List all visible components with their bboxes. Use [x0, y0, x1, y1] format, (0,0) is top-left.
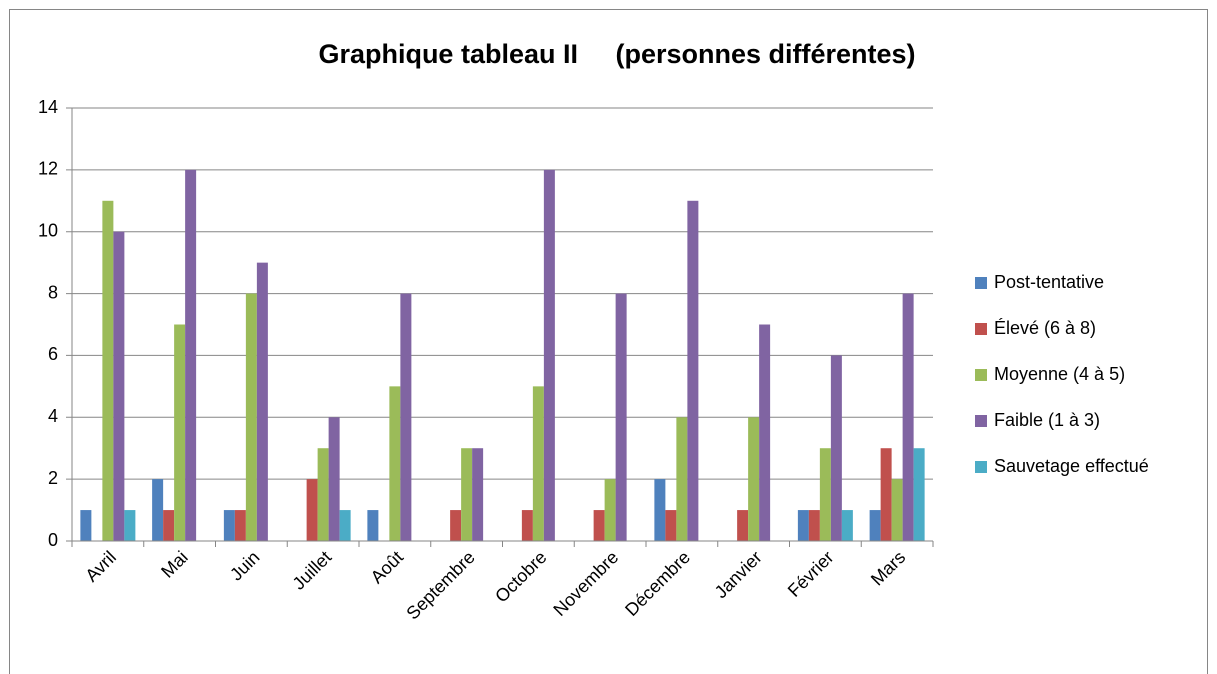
- bar: [339, 510, 351, 541]
- bar: [654, 479, 666, 541]
- legend-swatch: [975, 323, 987, 335]
- y-tick-label: 14: [38, 97, 58, 117]
- y-tick-label: 8: [48, 282, 58, 302]
- legend-label: Post-tentative: [994, 272, 1104, 292]
- y-tick-label: 0: [48, 530, 58, 550]
- legend-swatch: [975, 277, 987, 289]
- bar: [185, 169, 197, 541]
- bar: [604, 479, 616, 541]
- bar: [450, 510, 462, 541]
- y-tick-label: 2: [48, 468, 58, 488]
- y-tick-label: 6: [48, 344, 58, 364]
- legend-label: Sauvetage effectué: [994, 456, 1149, 476]
- bar: [521, 510, 533, 541]
- bar: [615, 293, 627, 541]
- bar: [819, 448, 831, 541]
- legend-label: Moyenne (4 à 5): [994, 364, 1125, 384]
- bar: [174, 324, 186, 541]
- y-tick-label: 12: [38, 159, 58, 179]
- bar: [841, 510, 853, 541]
- bar: [163, 510, 175, 541]
- bar: [687, 200, 699, 542]
- chart-title: Graphique tableau II (personnes différen…: [318, 39, 915, 69]
- bar: [665, 510, 677, 541]
- bar: [461, 448, 473, 541]
- legend-swatch: [975, 369, 987, 381]
- y-tick-label: 10: [38, 220, 58, 240]
- bar: [367, 510, 379, 541]
- bar: [676, 417, 688, 541]
- bar: [880, 448, 892, 541]
- legend-swatch: [975, 461, 987, 473]
- bar: [532, 386, 544, 541]
- bar: [759, 324, 771, 541]
- bar: [808, 510, 820, 541]
- chart-frame: [9, 9, 1208, 674]
- bar: [102, 200, 114, 542]
- bar: [891, 479, 903, 541]
- legend-label: Faible (1 à 3): [994, 410, 1100, 430]
- bar: [748, 417, 760, 541]
- bar: [593, 510, 605, 541]
- bar: [245, 293, 257, 541]
- bar: [152, 479, 164, 541]
- bar: [472, 448, 484, 541]
- bar: [113, 231, 125, 541]
- bar: [913, 448, 925, 541]
- bar: [223, 510, 235, 541]
- bar: [389, 386, 401, 541]
- legend-label: Élevé (6 à 8): [994, 318, 1096, 338]
- y-tick-label: 4: [48, 406, 58, 426]
- bar: [80, 510, 92, 541]
- legend-swatch: [975, 415, 987, 427]
- bar: [830, 355, 842, 541]
- bar: [543, 169, 555, 541]
- bar: [400, 293, 412, 541]
- bar: [869, 510, 881, 541]
- bar: [902, 293, 914, 541]
- bar: [234, 510, 246, 541]
- bar: [317, 448, 329, 541]
- bar: [124, 510, 136, 541]
- bar: [797, 510, 809, 541]
- bar: [328, 417, 340, 541]
- bar: [737, 510, 749, 541]
- bar: [306, 479, 318, 541]
- bar: [256, 262, 268, 541]
